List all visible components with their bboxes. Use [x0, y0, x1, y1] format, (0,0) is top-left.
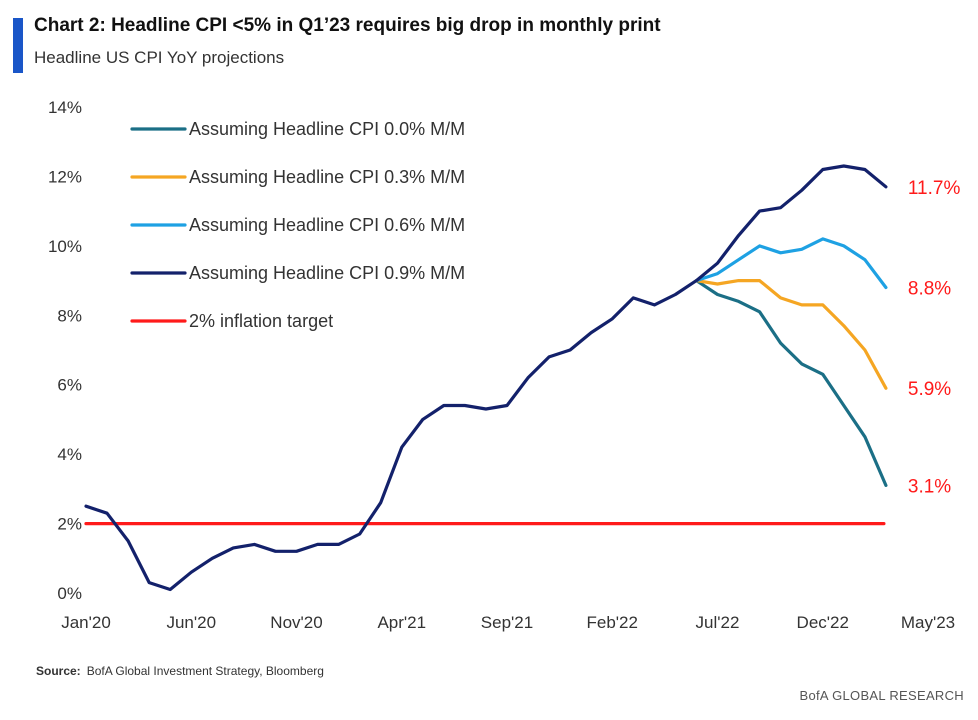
y-tick-label: 8%: [57, 306, 82, 325]
y-tick-label: 10%: [48, 237, 82, 256]
y-tick-label: 6%: [57, 376, 82, 395]
x-tick-label: Sep'21: [481, 613, 533, 632]
x-tick-label: Jun'20: [166, 613, 216, 632]
y-tick-label: 12%: [48, 167, 82, 186]
y-tick-label: 14%: [48, 98, 82, 117]
source-label: Source:: [36, 664, 81, 678]
end-value-label: 8.8%: [908, 279, 951, 300]
series-line: [694, 279, 888, 487]
legend-label: Assuming Headline CPI 0.6% M/M: [189, 215, 465, 235]
x-tick-label: Jan'20: [61, 613, 111, 632]
title-accent-bar: [13, 18, 23, 73]
series-line: [84, 164, 888, 592]
x-tick-label: Apr'21: [377, 613, 426, 632]
y-tick-label: 4%: [57, 445, 82, 464]
brand-label: BofA GLOBAL RESEARCH: [799, 688, 964, 703]
end-value-label: 11.7%: [908, 178, 961, 199]
y-tick-label: 2%: [57, 515, 82, 534]
x-tick-label: Nov'20: [270, 613, 322, 632]
end-value-label: 3.1%: [908, 476, 951, 497]
y-tick-label: 0%: [57, 584, 82, 603]
legend-label: Assuming Headline CPI 0.9% M/M: [189, 263, 465, 283]
source-note: Source: BofA Global Investment Strategy, …: [36, 664, 324, 678]
end-value-label: 5.9%: [908, 379, 951, 400]
series-line: [694, 279, 888, 390]
x-tick-label: Dec'22: [797, 613, 849, 632]
series-line: [694, 237, 888, 290]
legend-label: Assuming Headline CPI 0.0% M/M: [189, 119, 465, 139]
x-tick-label: May'23: [901, 613, 955, 632]
legend-label: Assuming Headline CPI 0.3% M/M: [189, 167, 465, 187]
x-tick-label: Feb'22: [587, 613, 638, 632]
chart-title: Chart 2: Headline CPI <5% in Q1’23 requi…: [34, 15, 661, 36]
source-text: BofA Global Investment Strategy, Bloombe…: [86, 664, 324, 678]
x-tick-label: Jul'22: [696, 613, 740, 632]
legend-label: 2% inflation target: [189, 311, 333, 331]
chart-subtitle: Headline US CPI YoY projections: [34, 48, 285, 67]
